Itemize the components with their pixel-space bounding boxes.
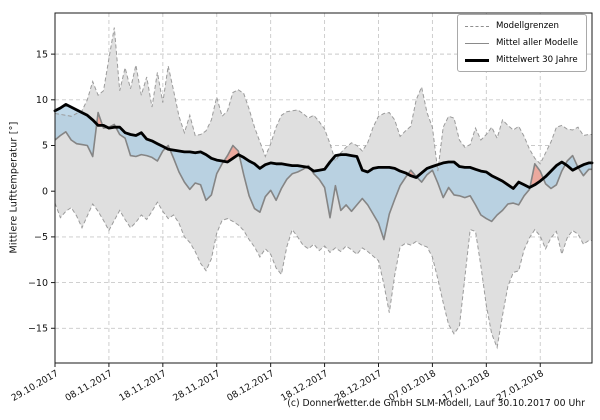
attribution-text: (c) Donnerwetter.de GmbH SLM-Modell, Lau… — [287, 398, 585, 409]
legend-item-modellgrenzen: Modellgrenzen — [464, 20, 578, 32]
svg-text:28.11.2017: 28.11.2017 — [171, 368, 222, 404]
svg-text:−5: −5 — [34, 232, 48, 243]
solid-line-swatch-icon — [464, 42, 489, 44]
svg-text:15: 15 — [36, 49, 48, 60]
legend-item-mittelwert-30-jahre: Mittelwert 30 Jahre — [464, 54, 578, 66]
svg-text:08.11.2017: 08.11.2017 — [63, 368, 114, 404]
legend-item-mittel-aller-modelle: Mittel aller Modelle — [464, 37, 578, 49]
legend-label: Modellgrenzen — [495, 20, 559, 31]
legend-label: Mittel aller Modelle — [495, 37, 578, 48]
legend: Modellgrenzen Mittel aller Modelle Mitte… — [456, 14, 587, 72]
svg-text:10: 10 — [36, 95, 48, 106]
dashed-line-swatch-icon — [464, 25, 489, 27]
y-axis-label: Mittlere Lufttemperatur [°] — [8, 121, 20, 254]
svg-text:0: 0 — [42, 186, 48, 197]
svg-text:29.10.2017: 29.10.2017 — [9, 368, 60, 404]
svg-text:5: 5 — [42, 141, 48, 152]
svg-text:08.12.2017: 08.12.2017 — [225, 368, 276, 404]
legend-label: Mittelwert 30 Jahre — [495, 54, 578, 65]
svg-text:−10: −10 — [28, 278, 48, 289]
thick-line-swatch-icon — [464, 58, 489, 62]
svg-text:18.11.2017: 18.11.2017 — [117, 368, 168, 404]
svg-text:−15: −15 — [28, 323, 48, 334]
